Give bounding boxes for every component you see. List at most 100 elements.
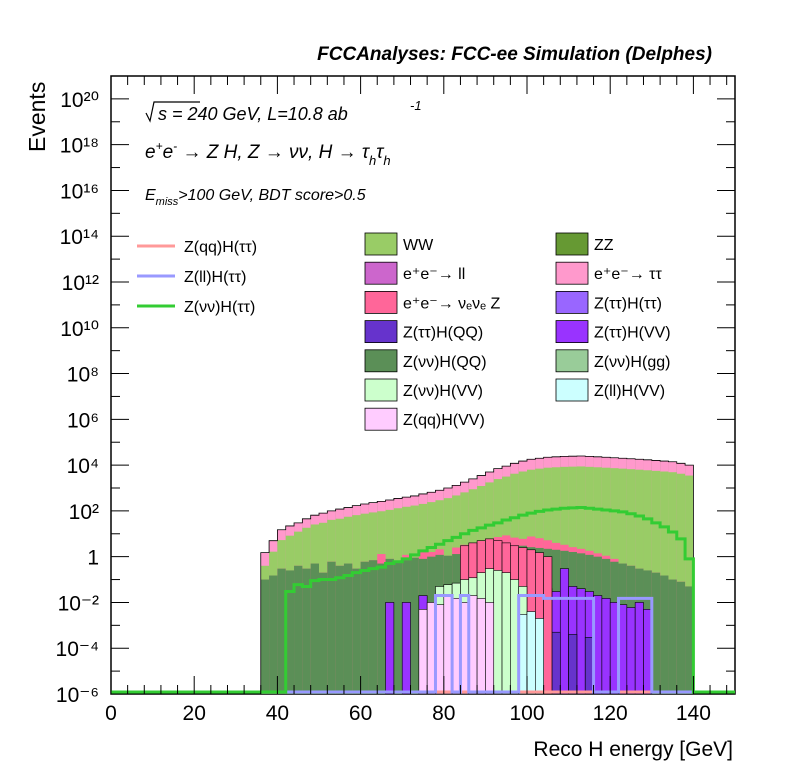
- legend-signals: Z(qq)H(ττ) Z(ll)H(ττ) Z(νν)H(ττ): [137, 239, 257, 316]
- x-tick-label: 0: [105, 702, 117, 725]
- y-tick-label: 10⁻²: [58, 592, 99, 615]
- legend-label: WW: [403, 237, 434, 254]
- component-fills: [385, 538, 653, 695]
- legend-label: Z(ll)H(VV): [594, 383, 665, 400]
- chart-header: FCCAnalyses: FCC-ee Simulation (Delphes): [317, 44, 712, 65]
- legend-label: Z(qq)H(ττ): [184, 239, 257, 256]
- legend-swatch: [364, 320, 398, 344]
- stack-bar: [368, 560, 378, 694]
- legend-label: Z(νν)H(VV): [403, 383, 483, 400]
- stack-bar: [377, 563, 386, 694]
- y-tick-label: 1: [87, 547, 99, 570]
- legend-label: Z(νν)H(gg): [594, 354, 670, 371]
- energy-info: s = 240 GeV, L=10.8 ab -1: [145, 98, 422, 124]
- stack-bar: [319, 572, 328, 694]
- legend-label: Z(ττ)H(VV): [594, 325, 671, 342]
- lumi-exponent: -1: [410, 98, 422, 113]
- stack-bar: [285, 570, 295, 694]
- y-tick-label: 10²⁰: [60, 89, 99, 112]
- stack-bar: [335, 565, 344, 694]
- legend-swatch: [364, 349, 398, 373]
- stack-bar: [260, 579, 270, 694]
- component-bar: [501, 572, 511, 695]
- component-bar: [476, 598, 486, 695]
- component-bar: [634, 602, 644, 695]
- legend-label: Z(qq)H(VV): [403, 412, 485, 429]
- legend-swatch: [555, 290, 589, 314]
- stack-bar: [660, 575, 669, 694]
- legend-swatch: [555, 261, 589, 285]
- y-tick-label: 10⁸: [67, 364, 99, 387]
- legend-label: Z(νν)H(ττ): [184, 299, 255, 316]
- x-tick-label: 140: [676, 702, 711, 725]
- legend-swatch: [364, 290, 398, 314]
- stack-bar: [310, 563, 319, 694]
- stack-bar: [676, 581, 686, 694]
- x-tick-label: 60: [349, 702, 372, 725]
- y-tick-label: 10¹⁰: [60, 318, 99, 341]
- signal-line: [111, 594, 735, 694]
- legend-swatch: [364, 232, 398, 256]
- y-tick-label: 10¹⁸: [60, 135, 99, 158]
- stack-bar: [668, 579, 677, 694]
- sqrt-symbol-icon: [145, 101, 200, 123]
- legend-swatch: [364, 407, 398, 431]
- component-bar: [543, 556, 553, 695]
- signal-line: [111, 506, 735, 694]
- legend-swatch: [555, 378, 589, 402]
- stack-bar: [352, 568, 361, 694]
- energy-text: s = 240 GeV, L=10.8 ab: [158, 104, 348, 124]
- stack-bar: [410, 557, 419, 694]
- stack-bar: [277, 568, 286, 694]
- stack-bar: [343, 563, 353, 694]
- legend-swatch: [364, 378, 398, 402]
- x-tick-label: 120: [593, 702, 628, 725]
- stack-bar: [393, 561, 403, 694]
- component-bar: [385, 602, 395, 695]
- legend-label: e⁺e⁻→ ll: [403, 266, 465, 283]
- component-bar: [526, 611, 536, 695]
- stack-outline: [260, 455, 694, 694]
- x-axis-title: Reco H energy [GeV]: [533, 738, 733, 761]
- legend-swatch: [555, 232, 589, 256]
- y-tick-label: 10⁴: [67, 455, 99, 478]
- y-tick-label: 10⁻⁶: [56, 684, 99, 707]
- stack-bar: [269, 575, 278, 694]
- y-axis-ticks: 10⁻⁶ 10⁻⁴ 10⁻² 1 10² 10⁴ 10⁶ 10⁸ 10¹⁰ 10¹² 10¹⁴ 10¹…: [56, 75, 735, 707]
- y-tick-label: 10⁶: [67, 409, 99, 432]
- legend-label: Z(ττ)H(QQ): [403, 325, 483, 342]
- x-tick-label: 40: [266, 702, 289, 725]
- legend-label: e⁺e⁻→ νₑνₑ Z: [403, 295, 500, 312]
- y-tick-label: 10¹⁴: [60, 226, 99, 249]
- legend-backgrounds: WW ZZ e⁺e⁻→ ll e⁺e⁻→ ττ e⁺e⁻→ νₑνₑ Z Z(ττ)H(τ…: [364, 232, 671, 431]
- component-bar: [559, 568, 569, 695]
- stack-bar: [327, 561, 336, 694]
- y-tick-label: 10²: [69, 501, 99, 524]
- component-bar: [576, 588, 586, 695]
- x-axis-ticks: 0 20 40 60 80 100 120 140: [105, 76, 728, 725]
- legend-label: e⁺e⁻→ ττ: [594, 266, 662, 283]
- component-bar: [418, 609, 428, 695]
- component-bar: [551, 631, 561, 695]
- component-bar: [401, 602, 411, 695]
- legend-label: ZZ: [594, 237, 614, 254]
- y-tick-label: 10¹²: [62, 272, 99, 295]
- component-bar: [568, 634, 578, 695]
- selection-text: Emiss>100 GeV, BDT score>0.5: [145, 187, 366, 208]
- stack-total-outline: [260, 455, 694, 694]
- legend-swatch: [555, 320, 589, 344]
- legend-label: Z(ll)H(ττ): [184, 269, 246, 286]
- component-bar: [626, 607, 636, 695]
- stack-bar: [294, 565, 303, 694]
- legend-swatch: [555, 349, 589, 373]
- component-bar: [601, 598, 611, 695]
- legend-label: Z(νν)H(QQ): [403, 354, 487, 371]
- x-tick-label: 100: [509, 702, 544, 725]
- legend-swatch: [364, 261, 398, 285]
- y-tick-label: 10⁻⁴: [56, 638, 99, 661]
- y-tick-label: 10¹⁶: [60, 180, 99, 203]
- stack-bar: [685, 586, 694, 694]
- y-axis-title: Events: [24, 82, 50, 152]
